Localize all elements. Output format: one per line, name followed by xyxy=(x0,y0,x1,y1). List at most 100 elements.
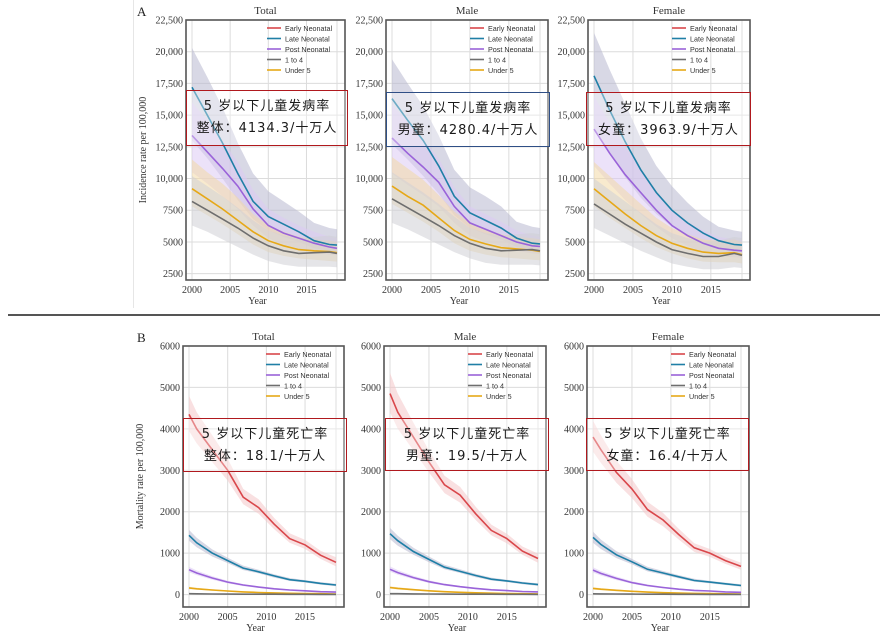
annotation-line1: 5 岁以下儿童发病率 xyxy=(605,101,732,116)
y-tick-label: 15,000 xyxy=(356,111,384,122)
annotation-line1: 5 岁以下儿童死亡率 xyxy=(201,427,329,442)
y-tick-label: 0 xyxy=(175,590,180,601)
x-tick-label: 2005 xyxy=(421,285,441,296)
y-tick-label: 2500 xyxy=(565,269,585,280)
legend-label: Post Neonatal xyxy=(488,45,534,54)
y-tick-label: 3000 xyxy=(160,466,180,477)
y-tick-label: 5000 xyxy=(163,237,183,248)
legend-label: Early Neonatal xyxy=(486,350,534,359)
legend-label: Under 5 xyxy=(488,66,514,75)
series-line-post-neonatal xyxy=(188,568,337,593)
y-tick-label: 22,500 xyxy=(558,16,586,27)
x-tick-label: 2010 xyxy=(662,285,682,296)
y-tick-label: 2000 xyxy=(361,507,381,518)
y-tick-label: 5000 xyxy=(565,237,585,248)
x-tick-label: 2000 xyxy=(380,612,400,623)
y-tick-label: 5000 xyxy=(160,383,180,394)
y-tick-label: 3000 xyxy=(564,466,584,477)
confidence-band-post-neonatal xyxy=(390,566,538,593)
chart-b-male: Male 0 1000 2000 3000 4000 5000 6000 2000 2005 201… xyxy=(361,331,547,631)
chart-title: Female xyxy=(652,331,684,343)
annotation-incidence-male: 5 岁以下儿童发病率 男童：4280.4/十万人 xyxy=(386,92,550,147)
y-tick-label: 20,000 xyxy=(156,47,184,58)
legend-label: 1 to 4 xyxy=(689,382,707,391)
legend-label: 1 to 4 xyxy=(488,56,506,65)
section-a-left-rule xyxy=(133,0,134,308)
series-line-late-neonatal xyxy=(391,98,541,245)
annotation-line2: 整体：18.1/十万人 xyxy=(203,449,327,464)
plot-frame xyxy=(182,345,345,608)
legend-label: Early Neonatal xyxy=(488,24,536,33)
series-line-late-neonatal xyxy=(593,75,743,246)
y-tick-label: 6000 xyxy=(564,342,584,353)
series-line-post-neonatal xyxy=(592,569,742,594)
y-tick-label: 2000 xyxy=(564,507,584,518)
confidence-band-late-neonatal xyxy=(593,531,741,587)
plot-frame xyxy=(383,345,547,608)
x-tick-label: 2005 xyxy=(623,285,643,296)
legend-label: Late Neonatal xyxy=(689,361,734,370)
section-a-label: A xyxy=(137,4,147,19)
y-tick-label: 4000 xyxy=(564,424,584,435)
series-line-late-neonatal xyxy=(592,536,742,587)
legend-label: Late Neonatal xyxy=(285,35,330,44)
annotation-line2: 男童：19.5/十万人 xyxy=(405,449,529,464)
y-tick-label: 1000 xyxy=(361,549,381,560)
y-tick-label: 1000 xyxy=(160,549,180,560)
confidence-band-late-neonatal xyxy=(390,527,538,586)
x-axis-label: Year xyxy=(652,296,671,307)
x-tick-label: 2010 xyxy=(256,612,276,623)
annotation-incidence-total: 5 岁以下儿童发病率 整体：4134.3/十万人 xyxy=(186,90,348,146)
legend-label: Under 5 xyxy=(689,392,715,401)
x-tick-label: 2010 xyxy=(258,285,278,296)
x-axis-label: Year xyxy=(248,296,267,307)
annotation-line1: 5 岁以下儿童发病率 xyxy=(203,99,331,114)
y-tick-label: 17,500 xyxy=(156,79,184,90)
x-axis-label: Year xyxy=(246,623,265,631)
y-tick-label: 6000 xyxy=(160,342,180,353)
annotation-mortality-male: 5 岁以下儿童死亡率 男童：19.5/十万人 xyxy=(385,418,549,471)
y-tick-label: 1000 xyxy=(564,549,584,560)
annotation-incidence-female: 5 岁以下儿童发病率 女童：3963.9/十万人 xyxy=(586,92,751,146)
x-tick-label: 2000 xyxy=(583,612,603,623)
legend-label: Early Neonatal xyxy=(285,24,333,33)
plot-frame xyxy=(586,345,750,608)
x-tick-label: 2015 xyxy=(295,612,315,623)
y-tick-label: 0 xyxy=(376,590,381,601)
x-axis-label: Year xyxy=(448,623,467,631)
x-tick-label: 2000 xyxy=(182,285,202,296)
annotation-line1: 5 岁以下儿童死亡率 xyxy=(604,427,731,442)
y-tick-label: 15,000 xyxy=(558,111,586,122)
series-line-early-neonatal xyxy=(188,414,337,564)
series-line-under-5 xyxy=(593,188,743,256)
legend-label: Under 5 xyxy=(690,66,716,75)
y-tick-label: 6000 xyxy=(361,342,381,353)
y-tick-label: 2500 xyxy=(363,269,383,280)
x-tick-label: 2010 xyxy=(458,612,478,623)
y-tick-label: 2500 xyxy=(163,269,183,280)
y-tick-label: 5000 xyxy=(363,237,383,248)
series-line-1-to-4 xyxy=(188,592,336,596)
legend-label: 1 to 4 xyxy=(284,382,302,391)
legend-label: Late Neonatal xyxy=(488,35,533,44)
legend-label: Post Neonatal xyxy=(689,371,735,380)
confidence-band-post-neonatal xyxy=(189,566,336,593)
x-axis-label: Year xyxy=(450,296,469,307)
y-tick-label: 15,000 xyxy=(156,111,184,122)
legend-label: 1 to 4 xyxy=(486,382,504,391)
y-tick-label: 17,500 xyxy=(558,79,586,90)
chart-title: Male xyxy=(456,5,479,17)
legend-label: Post Neonatal xyxy=(285,45,331,54)
series-line-post-neonatal xyxy=(191,134,338,250)
annotation-line2: 男童：4280.4/十万人 xyxy=(397,123,539,138)
x-tick-label: 2015 xyxy=(499,285,519,296)
x-tick-label: 2000 xyxy=(584,285,604,296)
series-line-1-to-4 xyxy=(391,198,541,252)
section-divider xyxy=(8,314,880,316)
y-tick-label: 5000 xyxy=(361,383,381,394)
x-tick-label: 2010 xyxy=(460,285,480,296)
